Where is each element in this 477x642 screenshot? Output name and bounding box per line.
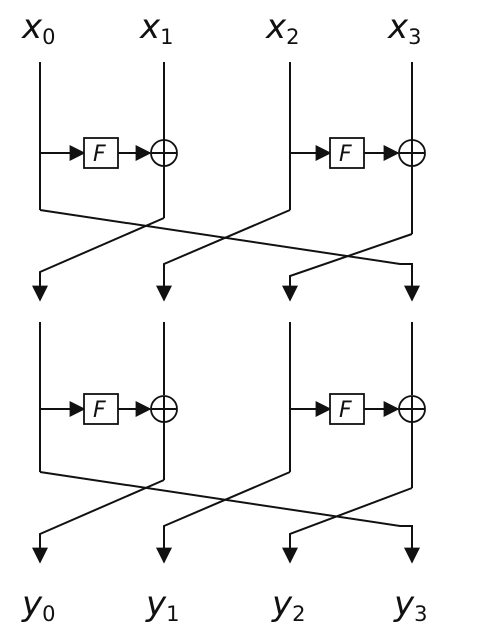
perm-wire-3-to-2 [282, 233, 413, 302]
xor-icon [150, 395, 178, 423]
input-label-x2: x2 [265, 7, 300, 49]
round-2: F F [32, 322, 426, 564]
output-label-y2: y2 [271, 584, 306, 626]
f-box-right [329, 137, 365, 169]
f-label-right-r2: F [339, 398, 352, 423]
input-label-x0: x0 [21, 7, 56, 49]
xor-icon [150, 139, 178, 167]
xor-icon [398, 139, 426, 167]
output-label-y3: y3 [393, 584, 428, 626]
perm-wire-r2-2-to-1 [156, 471, 291, 564]
perm-wire-r2-0-to-3 [39, 471, 420, 564]
output-label-y0: y0 [21, 584, 56, 626]
input-label-x1: x1 [139, 7, 174, 49]
round-1: F F [32, 62, 426, 302]
xor-icon [398, 395, 426, 423]
output-label-y1: y1 [145, 584, 180, 626]
f-label-left: F [93, 142, 106, 167]
f-label-left-r2: F [93, 398, 106, 423]
input-label-x3: x3 [387, 7, 422, 49]
perm-wire-2-to-1 [156, 209, 291, 302]
perm-wire-1-to-0 [32, 217, 165, 302]
f-label-right: F [339, 142, 352, 167]
perm-wire-r2-1-to-0 [32, 479, 165, 564]
perm-wire-r2-3-to-2 [282, 487, 413, 564]
perm-wire-0-to-3 [39, 209, 420, 302]
